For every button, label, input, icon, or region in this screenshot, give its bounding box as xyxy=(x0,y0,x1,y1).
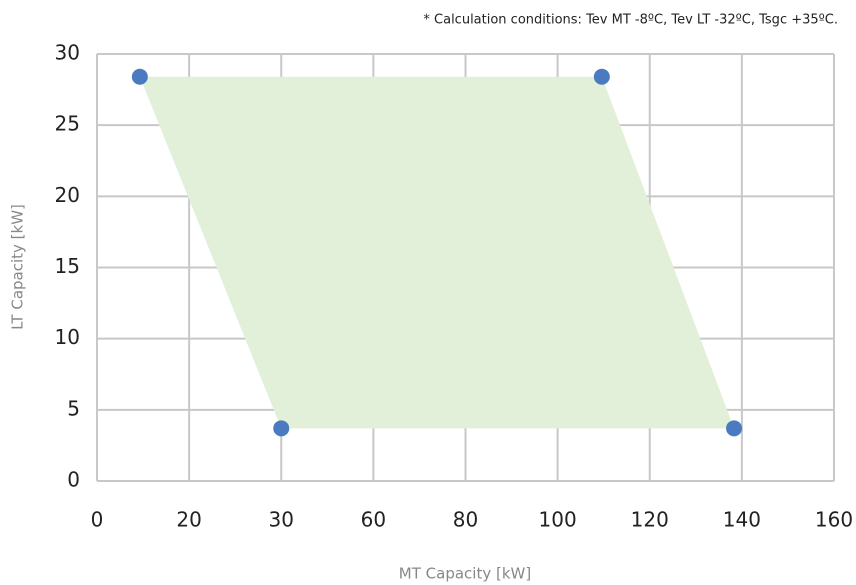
y-tick-label: 10 xyxy=(55,325,80,349)
point xyxy=(273,420,290,437)
x-tick-label: 0 xyxy=(91,508,104,532)
point xyxy=(593,68,610,85)
point xyxy=(726,420,743,437)
x-tick-label: 20 xyxy=(176,508,201,532)
y-tick-label: 25 xyxy=(55,112,80,136)
point xyxy=(131,68,148,85)
x-tick-label: 120 xyxy=(631,508,669,532)
y-tick-label: 30 xyxy=(55,41,80,65)
y-tick-label: 5 xyxy=(67,396,80,420)
y-tick-label: 15 xyxy=(55,254,80,278)
x-axis-title: MT Capacity [kW] xyxy=(399,565,531,583)
x-tick-label: 60 xyxy=(361,508,386,532)
y-axis-title: LT Capacity [kW] xyxy=(9,204,27,330)
x-tick-label: 100 xyxy=(539,508,577,532)
x-tick-label: 80 xyxy=(453,508,478,532)
plot-area xyxy=(131,68,743,437)
x-tick-label: 140 xyxy=(723,508,761,532)
y-tick-label: 0 xyxy=(67,468,80,492)
annotation: * Calculation conditions: Tev MT -8ºC, T… xyxy=(423,13,838,28)
x-tick-label: 30 xyxy=(269,508,294,532)
x-tick-label: 160 xyxy=(815,508,853,532)
region xyxy=(139,76,735,429)
y-tick-label: 20 xyxy=(55,183,80,207)
